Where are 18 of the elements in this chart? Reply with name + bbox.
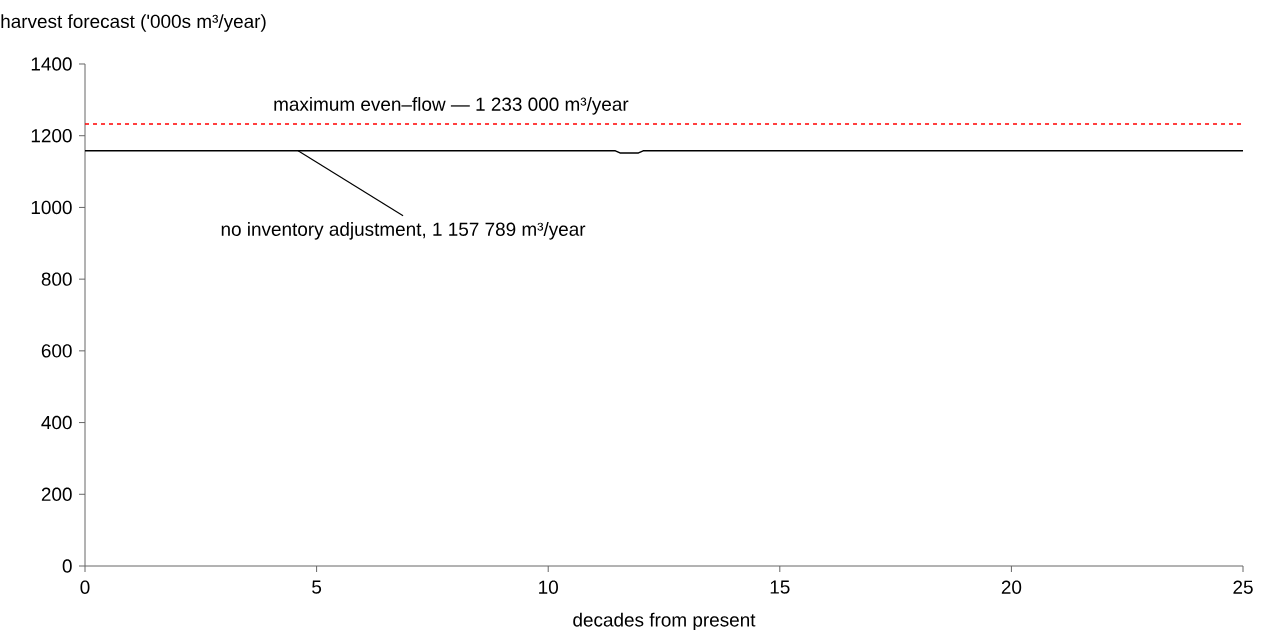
- ref-line-label: maximum even–flow — 1 233 000 m³/year: [274, 97, 629, 115]
- x-tick-label: 15: [770, 580, 790, 594]
- y-tick-label: 600: [41, 344, 72, 358]
- x-tick-label: 0: [80, 580, 90, 594]
- y-tick-label: 800: [41, 272, 72, 286]
- y-tick-label: 1000: [31, 200, 72, 215]
- x-axis-title: decades from present: [573, 612, 756, 630]
- x-tick-label: 5: [312, 580, 322, 594]
- x-tick-label: 25: [1233, 580, 1253, 594]
- y-tick-label: 400: [41, 415, 72, 430]
- y-tick-label: 0: [62, 559, 72, 573]
- x-tick-label: 20: [1001, 580, 1022, 594]
- y-axis-title: harvest forecast ('000s m³/year): [1, 14, 266, 32]
- x-tick-label: 10: [539, 580, 558, 594]
- y-tick-label: 1400: [31, 57, 72, 71]
- y-tick-label: 200: [41, 487, 72, 501]
- annotation: no inventory adjustment, 1 157 789 m³/year: [221, 222, 586, 240]
- y-tick-label: 1200: [31, 129, 72, 143]
